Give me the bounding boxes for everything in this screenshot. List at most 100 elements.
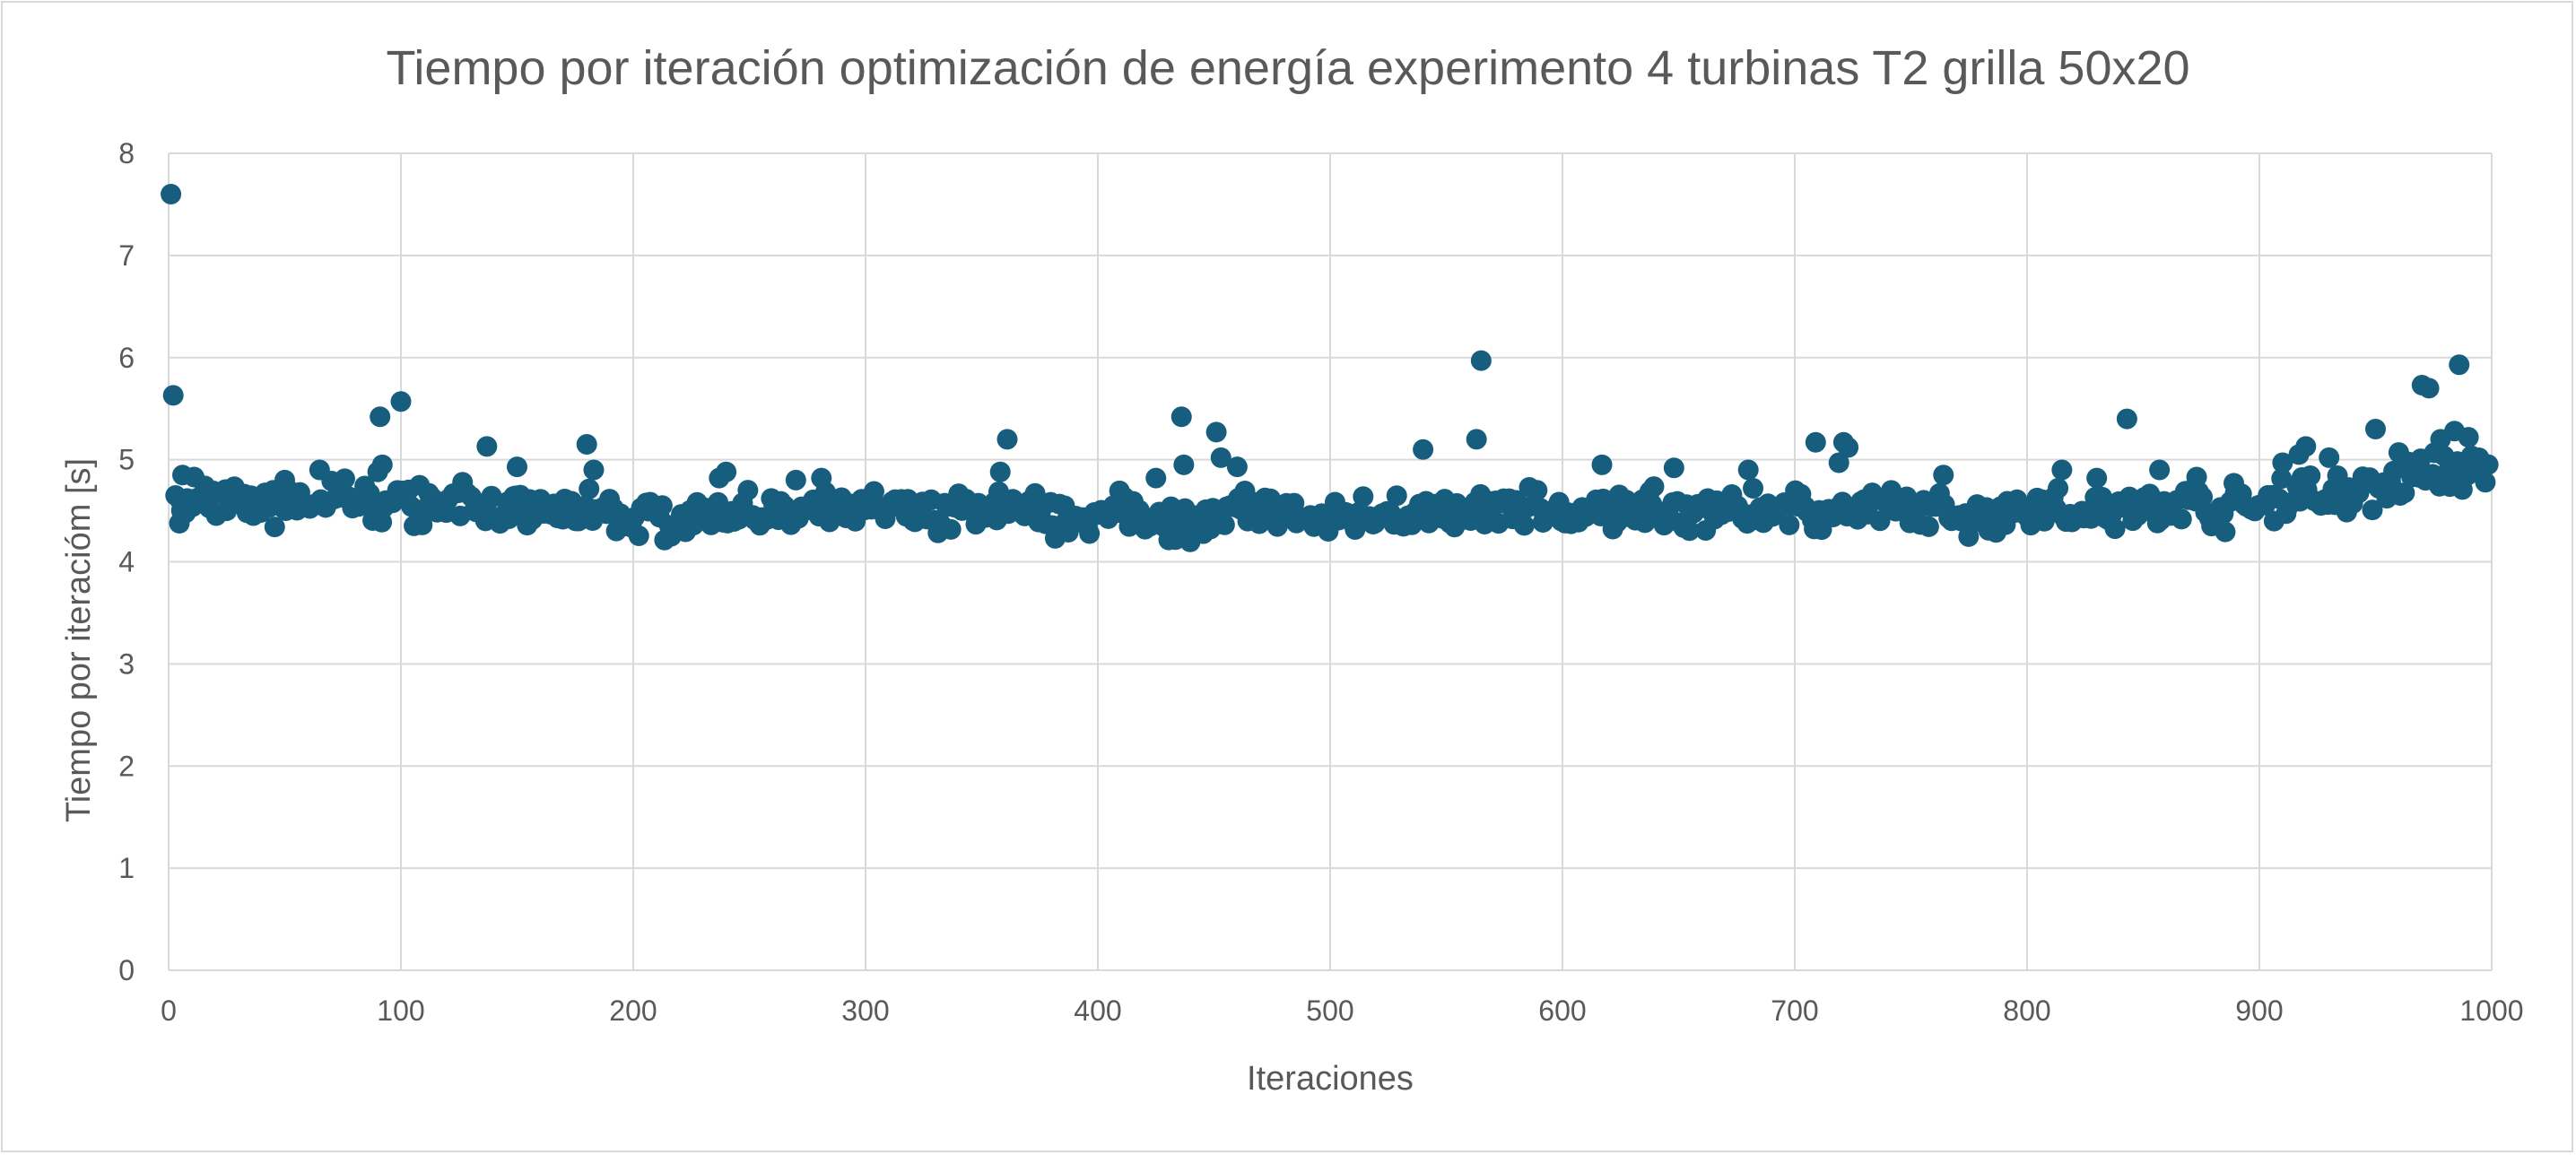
data-point <box>264 517 285 538</box>
data-point <box>1743 477 1764 499</box>
data-point <box>2048 478 2069 499</box>
data-point <box>2300 465 2321 487</box>
data-point <box>161 184 182 205</box>
y-axis-ticks: 0 1 2 3 4 5 6 7 8 <box>118 137 135 986</box>
x-tick-label: 900 <box>2235 994 2283 1027</box>
data-point <box>1145 467 1167 489</box>
data-point <box>579 478 600 499</box>
data-point <box>2215 521 2236 543</box>
data-points <box>161 184 2499 552</box>
data-point <box>1838 437 1859 458</box>
x-tick-label: 100 <box>377 994 424 1027</box>
y-tick-label: 4 <box>118 546 135 578</box>
data-point <box>1079 523 1101 544</box>
data-point <box>576 434 597 456</box>
data-point <box>359 482 380 504</box>
data-point <box>996 429 1018 450</box>
data-point <box>1933 465 1954 486</box>
data-point <box>2319 447 2340 468</box>
data-point <box>334 468 355 490</box>
data-point <box>1226 456 1248 478</box>
y-tick-label: 1 <box>118 852 135 884</box>
data-point <box>2362 499 2383 521</box>
data-point <box>1173 454 1195 475</box>
data-point <box>1171 406 1192 428</box>
x-tick-label: 300 <box>841 994 889 1027</box>
data-point <box>1643 476 1665 498</box>
data-point <box>2272 452 2293 473</box>
data-point <box>1527 480 1548 501</box>
data-point <box>1591 454 1613 475</box>
data-point <box>1881 480 1902 501</box>
data-point <box>1024 482 1046 504</box>
data-point <box>2418 378 2440 399</box>
x-tick-label: 0 <box>161 994 177 1027</box>
data-point <box>2271 468 2293 490</box>
y-tick-label: 3 <box>118 647 135 680</box>
data-point <box>309 459 330 481</box>
data-point <box>2365 418 2386 439</box>
x-tick-label: 400 <box>1074 994 1121 1027</box>
data-point <box>2224 473 2245 494</box>
data-point <box>940 518 962 540</box>
data-point <box>2295 436 2317 457</box>
data-point <box>2104 518 2126 540</box>
data-point <box>1470 350 1492 371</box>
data-point <box>1513 515 1535 536</box>
data-point <box>1958 525 1980 547</box>
x-axis-ticks: 0 100 200 300 400 500 600 700 800 900 1000 <box>161 994 2523 1027</box>
data-point <box>2086 467 2108 489</box>
data-point <box>507 456 527 478</box>
data-point <box>1828 452 1849 473</box>
x-tick-label: 600 <box>1538 994 1586 1027</box>
y-tick-label: 0 <box>118 954 135 986</box>
data-point <box>2186 466 2207 488</box>
y-tick-label: 7 <box>118 239 135 272</box>
y-tick-label: 8 <box>118 137 135 169</box>
data-point <box>412 514 433 535</box>
data-point <box>476 436 498 457</box>
data-point <box>1679 520 1701 542</box>
data-point <box>2192 486 2214 508</box>
data-point <box>1210 447 1231 468</box>
data-point <box>716 461 737 482</box>
y-tick-label: 5 <box>118 444 135 476</box>
data-point <box>811 467 832 489</box>
data-point <box>1413 439 1434 460</box>
chart-title: Tiempo por iteración optimización de ene… <box>386 41 2189 95</box>
data-point <box>2171 508 2192 530</box>
x-tick-label: 700 <box>1771 994 1818 1027</box>
data-point <box>1737 459 1759 481</box>
data-point <box>1214 514 1235 535</box>
data-point <box>2149 459 2171 481</box>
data-point <box>628 525 649 546</box>
data-point <box>2475 472 2496 493</box>
y-tick-label: 6 <box>118 342 135 374</box>
data-point <box>183 466 205 488</box>
data-point <box>2033 510 2055 532</box>
data-point <box>2051 459 2073 481</box>
y-axis-label: Tiempo por iteracióm [s] <box>60 458 98 822</box>
data-point <box>583 459 605 481</box>
data-point <box>177 488 198 509</box>
data-point <box>1353 486 1374 508</box>
gridlines <box>168 152 2493 971</box>
y-tick-label: 2 <box>118 750 135 782</box>
data-point <box>2388 442 2409 464</box>
data-point <box>1205 421 1227 443</box>
x-tick-label: 800 <box>2003 994 2050 1027</box>
x-tick-label: 200 <box>609 994 657 1027</box>
x-tick-label: 500 <box>1306 994 1353 1027</box>
x-axis-label: Iteraciones <box>1247 1060 1414 1098</box>
data-point <box>162 385 184 406</box>
data-point <box>2092 486 2113 508</box>
data-point <box>737 480 759 501</box>
data-point <box>2458 427 2479 448</box>
data-point <box>2449 354 2470 376</box>
data-point <box>1663 457 1684 479</box>
data-point <box>2116 408 2137 430</box>
data-point <box>1918 516 1939 537</box>
data-point <box>371 454 393 475</box>
